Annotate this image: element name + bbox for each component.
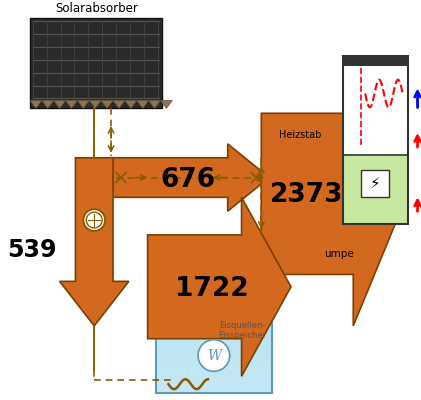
Polygon shape bbox=[54, 100, 66, 108]
Bar bbox=[155, 376, 272, 384]
Text: 676: 676 bbox=[160, 166, 216, 192]
Bar bbox=[155, 333, 272, 342]
Bar bbox=[30, 18, 163, 108]
Polygon shape bbox=[149, 100, 160, 108]
Polygon shape bbox=[137, 100, 149, 108]
Bar bbox=[155, 342, 272, 350]
Polygon shape bbox=[60, 158, 129, 326]
Polygon shape bbox=[101, 100, 113, 108]
Polygon shape bbox=[125, 100, 137, 108]
Text: ⚡: ⚡ bbox=[370, 176, 381, 191]
Polygon shape bbox=[109, 144, 269, 211]
Bar bbox=[155, 307, 272, 316]
Polygon shape bbox=[113, 100, 125, 108]
Polygon shape bbox=[42, 100, 54, 108]
Bar bbox=[344, 56, 408, 155]
Text: Solarabsorber: Solarabsorber bbox=[55, 2, 138, 16]
Text: 539: 539 bbox=[7, 238, 57, 262]
Bar bbox=[155, 316, 272, 324]
Text: W: W bbox=[207, 350, 221, 364]
Bar bbox=[344, 56, 408, 66]
Circle shape bbox=[83, 209, 105, 231]
Text: Heizstab: Heizstab bbox=[279, 130, 322, 140]
Text: 2373: 2373 bbox=[270, 182, 344, 208]
Polygon shape bbox=[148, 197, 291, 376]
Polygon shape bbox=[261, 62, 408, 326]
Bar bbox=[361, 170, 389, 197]
Bar bbox=[155, 359, 272, 367]
Bar bbox=[155, 324, 272, 333]
Polygon shape bbox=[30, 100, 42, 108]
Polygon shape bbox=[77, 100, 89, 108]
Circle shape bbox=[198, 340, 230, 371]
Text: 1722: 1722 bbox=[175, 276, 249, 302]
Bar bbox=[155, 367, 272, 376]
Polygon shape bbox=[66, 100, 77, 108]
Bar bbox=[344, 155, 408, 224]
Bar bbox=[155, 350, 272, 359]
Polygon shape bbox=[160, 100, 172, 108]
Bar bbox=[155, 384, 272, 393]
Polygon shape bbox=[89, 100, 101, 108]
Text: Eisquellen-
Eisspeicher: Eisquellen- Eisspeicher bbox=[218, 321, 266, 340]
Bar bbox=[155, 307, 272, 393]
Bar bbox=[344, 56, 408, 224]
Text: umpe: umpe bbox=[325, 249, 354, 259]
